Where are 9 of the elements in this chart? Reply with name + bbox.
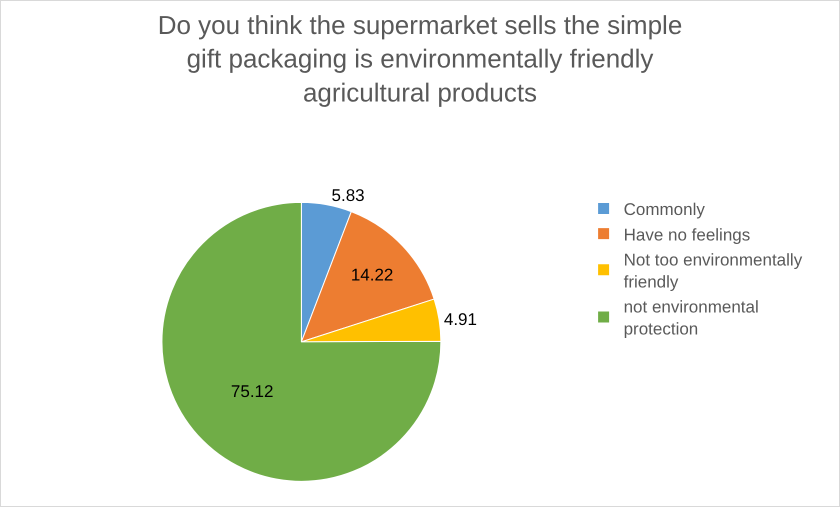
data-label: 4.91 (444, 310, 477, 330)
chart-title: Do you think the supermarket sells the simple gift packaging is environmentally friendly agricultural products (158, 10, 682, 108)
legend-label: not environmental protection (624, 298, 759, 339)
legend-label: Have no feelings (624, 225, 750, 244)
data-label: 75.12 (230, 382, 274, 401)
legend-label: Commonly (624, 200, 706, 220)
pie-slice (162, 202, 442, 482)
data-label: 5.83 (332, 186, 365, 206)
data-label: 14.22 (350, 265, 394, 284)
